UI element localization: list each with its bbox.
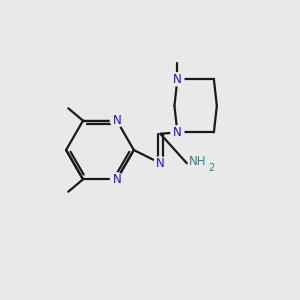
Circle shape: [110, 114, 123, 127]
Text: 2: 2: [208, 163, 214, 173]
Text: N: N: [173, 126, 182, 139]
Circle shape: [171, 73, 184, 86]
Circle shape: [154, 157, 167, 170]
Circle shape: [171, 126, 184, 139]
Text: N: N: [112, 173, 121, 186]
Text: NH: NH: [189, 155, 207, 168]
Text: N: N: [156, 157, 165, 170]
Text: N: N: [112, 114, 121, 127]
Circle shape: [110, 173, 123, 186]
Text: N: N: [173, 73, 182, 86]
